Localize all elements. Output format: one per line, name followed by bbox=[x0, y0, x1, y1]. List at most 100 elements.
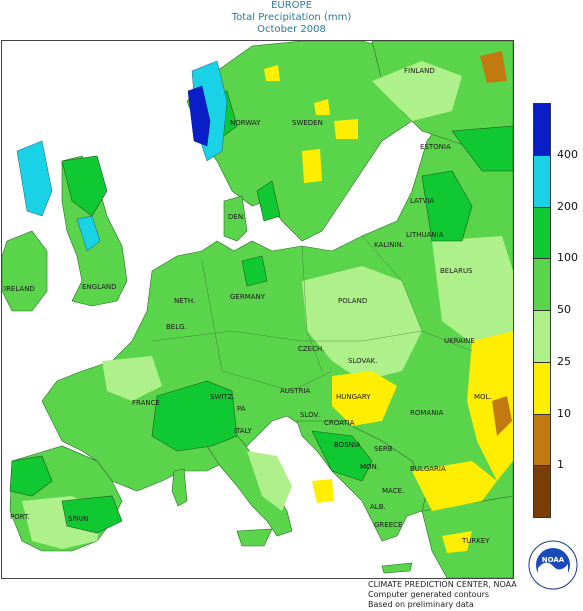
sweden-dry-a bbox=[314, 99, 330, 115]
sweden-dry-b bbox=[302, 149, 322, 183]
title-region: EUROPE bbox=[271, 0, 312, 11]
label-germany: GERMANY bbox=[230, 293, 266, 301]
credit-line-3: Based on preliminary data bbox=[368, 600, 474, 609]
label-sweden: SWEDEN bbox=[292, 119, 323, 127]
norway-max bbox=[187, 85, 211, 147]
label-latvia: LATVIA bbox=[410, 197, 434, 205]
label-pa: PA bbox=[237, 405, 246, 413]
label-switzerland: SWITZ. bbox=[210, 393, 235, 401]
label-moldova: MOL. bbox=[474, 393, 492, 401]
spain-wet bbox=[61, 495, 123, 534]
denmark-land bbox=[223, 195, 248, 242]
italy-land bbox=[206, 420, 293, 537]
precipitation-legend: 400 200 100 50 25 10 1 bbox=[533, 103, 583, 518]
title-period: October 2008 bbox=[257, 24, 326, 35]
balkan-wet bbox=[311, 430, 373, 482]
map-title: EUROPE Total Precipitation (mm) October … bbox=[0, 0, 583, 36]
label-estonia: ESTONIA bbox=[420, 143, 451, 151]
bulgaria-dry bbox=[412, 461, 497, 511]
legend-tick-label: 100 bbox=[557, 251, 578, 265]
title-variable: Total Precipitation (mm) bbox=[231, 12, 352, 23]
legend-swatch bbox=[533, 206, 551, 260]
legend-tick-label: 1 bbox=[557, 458, 564, 472]
legend-tick-label: 50 bbox=[557, 303, 571, 316]
sweden-dry-c bbox=[334, 119, 358, 139]
legend-swatch bbox=[533, 413, 551, 467]
label-slovakia: SLOVAK. bbox=[348, 357, 377, 365]
turkey-dry bbox=[442, 531, 472, 553]
label-spain: SPAIN bbox=[68, 515, 88, 523]
crete bbox=[381, 562, 413, 574]
belarus-light bbox=[432, 236, 513, 351]
legend-swatch bbox=[533, 258, 551, 311]
border-line-c bbox=[301, 245, 323, 372]
label-italy: ITALY bbox=[234, 427, 253, 435]
label-montenegro: MON. bbox=[360, 463, 379, 471]
border-line-d bbox=[361, 235, 473, 352]
label-bulgaria: BULGARIA bbox=[410, 465, 446, 473]
greece-dry bbox=[312, 479, 334, 503]
label-ireland: IRELAND bbox=[4, 285, 35, 293]
legend-swatch bbox=[533, 103, 551, 156]
legend-swatch bbox=[533, 154, 551, 208]
label-denmark: DEN. bbox=[228, 213, 245, 221]
label-portugal: PORT. bbox=[10, 513, 30, 521]
alps-wet bbox=[151, 380, 238, 452]
italy-light bbox=[247, 451, 292, 511]
label-england: ENGLAND bbox=[82, 283, 117, 291]
label-netherlands: NETH. bbox=[174, 297, 195, 305]
label-finland: FINLAND bbox=[404, 67, 435, 75]
france-light bbox=[102, 356, 162, 401]
borders bbox=[61, 235, 473, 462]
label-france: FRANCE bbox=[132, 399, 160, 407]
border-line-a bbox=[151, 330, 423, 342]
moldova-very-dry bbox=[492, 396, 512, 436]
portugal-wet bbox=[9, 455, 53, 497]
sardinia bbox=[171, 468, 188, 507]
legend-tick-label: 25 bbox=[557, 354, 571, 368]
label-kaliningrad: KALININ. bbox=[374, 241, 404, 249]
label-albania: ALB. bbox=[370, 503, 386, 511]
legend-swatch bbox=[533, 361, 551, 415]
label-czech: CZECH. bbox=[298, 345, 324, 353]
legend-tick-label: 400 bbox=[557, 147, 578, 161]
label-lithuania: LITHUANIA bbox=[406, 231, 444, 239]
scandinavia bbox=[186, 41, 423, 242]
label-croatia: CROATIA bbox=[324, 419, 355, 427]
credit-line-2: Computer generated contours bbox=[368, 590, 490, 599]
legend-swatch bbox=[533, 465, 551, 518]
map-svg: FINLAND NORWAY SWEDEN ESTONIA LATVIA LIT… bbox=[2, 41, 513, 578]
logo-wave bbox=[538, 562, 568, 582]
germany-wet bbox=[241, 255, 268, 287]
logo-text: NOAA bbox=[542, 556, 565, 564]
baltic-wet bbox=[421, 170, 473, 242]
label-belgium: BELG. bbox=[166, 323, 187, 331]
estonia-wet bbox=[451, 125, 513, 172]
credit-line-1: CLIMATE PREDICTION CENTER, NOAA bbox=[368, 580, 517, 589]
label-macedonia: MACE. bbox=[382, 487, 404, 495]
norway-dry bbox=[264, 65, 280, 81]
label-romania: ROMANIA bbox=[410, 409, 444, 417]
hebrides-wet bbox=[16, 140, 53, 217]
precip-over-400 bbox=[187, 85, 211, 147]
precipitation-map: FINLAND NORWAY SWEDEN ESTONIA LATVIA LIT… bbox=[1, 40, 514, 579]
precip-10-25 bbox=[264, 65, 513, 553]
russia-very-dry bbox=[480, 51, 507, 83]
label-hungary: HUNGARY bbox=[336, 393, 371, 401]
finland-light bbox=[372, 61, 462, 121]
label-belarus: BELARUS bbox=[440, 267, 473, 275]
ireland-land bbox=[2, 230, 48, 312]
label-turkey: TURKEY bbox=[461, 537, 490, 545]
label-ukraine: UKRAINE bbox=[444, 337, 475, 345]
precip-25-50 bbox=[22, 61, 513, 549]
poland-light bbox=[302, 266, 422, 381]
border-line-b bbox=[201, 260, 333, 392]
label-austria: AUSTRIA bbox=[280, 387, 311, 395]
label-bosnia: BOSNIA bbox=[334, 441, 361, 449]
noaa-logo: NOAA bbox=[528, 540, 578, 590]
border-line-e bbox=[61, 445, 98, 462]
label-slovenia: SLOV. bbox=[300, 411, 320, 419]
legend-swatch bbox=[533, 310, 551, 363]
label-poland: POLAND bbox=[338, 297, 367, 305]
precip-1-10 bbox=[480, 51, 512, 436]
